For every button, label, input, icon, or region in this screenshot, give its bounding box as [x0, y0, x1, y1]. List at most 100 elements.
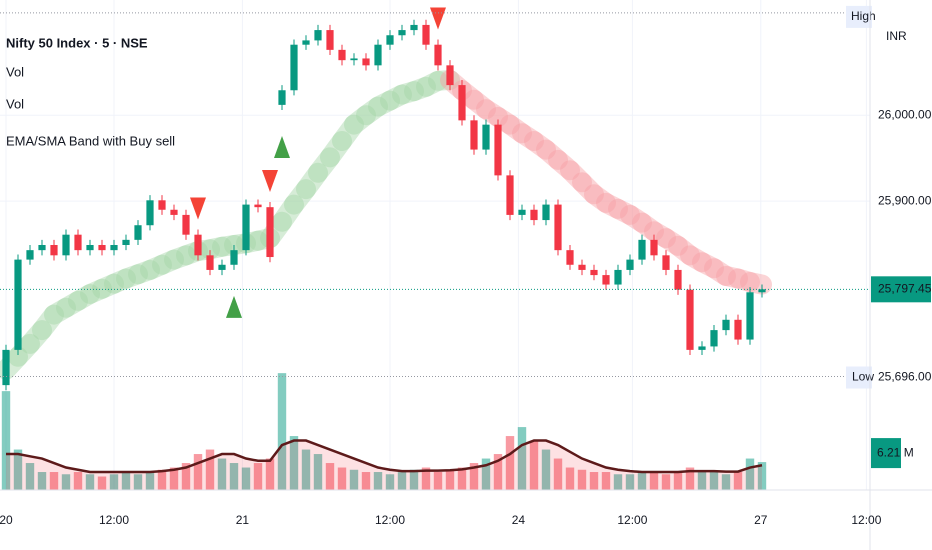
ema-band-segment: [560, 160, 592, 193]
candle-body: [266, 207, 274, 258]
volume-bar: [325, 463, 335, 490]
ema-band-segment: [728, 268, 760, 292]
candle-body: [230, 250, 238, 265]
candle-body: [758, 289, 766, 293]
volume-bar: [601, 472, 611, 490]
candle-body: [374, 44, 382, 66]
high-label: High: [851, 9, 876, 23]
candle-body: [278, 90, 286, 105]
candle-body: [446, 65, 454, 86]
candle-body: [254, 204, 262, 208]
candle-body: [638, 239, 646, 260]
ema-band-segment: [680, 245, 712, 273]
ema-band-segment: [716, 265, 748, 289]
ema-band-segment: [464, 89, 496, 120]
volume-bar: [217, 458, 227, 490]
ema-band-segment: [308, 147, 340, 183]
candle-body: [602, 275, 610, 285]
candle-body: [386, 35, 394, 45]
candle-body: [122, 239, 130, 245]
volume-ma-line: [6, 439, 763, 474]
last-price-badge: [871, 276, 931, 303]
volume-bar: [553, 458, 563, 490]
volume-bar: [505, 436, 515, 490]
candle-body: [458, 85, 466, 121]
candle-body: [362, 58, 370, 66]
ema-band-segment: [500, 114, 532, 144]
volume-bar: [205, 449, 215, 490]
currency: INR: [886, 29, 907, 43]
x-tick-label: 12:00: [99, 513, 129, 527]
volume-bar: [289, 436, 299, 490]
volume-bar: [661, 474, 671, 490]
candle-body: [722, 319, 730, 331]
ema-band-segment: [536, 139, 568, 170]
candle-body: [2, 349, 10, 386]
candle-body: [98, 245, 106, 251]
ema-band-segment: [140, 254, 172, 280]
volume-bar: [517, 427, 527, 490]
ema-band-segment: [644, 221, 676, 249]
volume-bar: [133, 474, 143, 490]
volume-bar: [697, 472, 707, 490]
volume-bar: [409, 469, 419, 490]
candle-body: [158, 200, 166, 210]
candle-body: [614, 269, 622, 285]
candle-body: [146, 200, 154, 226]
ema-band-segment: [692, 252, 724, 279]
ema-band-segment: [512, 123, 544, 151]
ema-band-segment: [344, 105, 376, 135]
volume-bar: [61, 474, 71, 490]
volume-bar: [373, 472, 383, 490]
volume-bar: [757, 462, 767, 490]
volume-bar: [313, 454, 323, 490]
volume-bar: [721, 474, 731, 490]
candle-body: [134, 225, 142, 240]
volume-bar: [193, 454, 203, 490]
candle-body: [578, 264, 586, 270]
candle-body: [326, 30, 334, 50]
sell-signal: [190, 197, 206, 220]
volume-bar: [121, 472, 131, 490]
volume-bar: [1, 391, 11, 490]
candle-body: [542, 204, 550, 221]
volume-bar: [649, 472, 659, 490]
x-tick-label: 21: [236, 513, 250, 527]
ema-band-segment: [380, 84, 412, 111]
candles: [2, 19, 766, 391]
candle-body: [26, 250, 34, 260]
ema-band-segment: [416, 70, 448, 97]
y-tick-label: 25,900.00: [878, 193, 932, 207]
candle-body: [62, 234, 70, 256]
candle-body: [590, 269, 598, 276]
volume-bar: [49, 472, 59, 490]
candle-body: [410, 24, 418, 31]
volume-bar: [685, 467, 695, 490]
volume-bar: [481, 458, 491, 490]
volume-bar: [529, 440, 539, 490]
candle-body: [650, 239, 658, 256]
candle-body: [662, 255, 670, 270]
ema-band-segment: [272, 194, 304, 232]
ema-band-segment: [476, 99, 508, 127]
ema-band-segment: [668, 235, 700, 266]
candle-body: [506, 175, 514, 215]
volume-bar: [433, 472, 443, 490]
candle-body: [554, 204, 562, 251]
ema-band-segment: [488, 106, 520, 135]
low-price: 25,696.00: [878, 370, 932, 384]
volume-bar: [361, 472, 371, 490]
volume-bar: [145, 472, 155, 490]
candle-body: [50, 245, 58, 256]
candle-body: [242, 204, 250, 251]
ema-band-segment: [320, 130, 352, 168]
candle-body: [470, 120, 478, 150]
candle-body: [110, 245, 118, 251]
ema-band-segment: [332, 114, 364, 151]
signals: [190, 7, 446, 318]
ema-band-segment: [404, 76, 436, 102]
volume-bar: [625, 474, 635, 490]
candle-body: [218, 264, 226, 270]
candle-body: [746, 292, 754, 340]
